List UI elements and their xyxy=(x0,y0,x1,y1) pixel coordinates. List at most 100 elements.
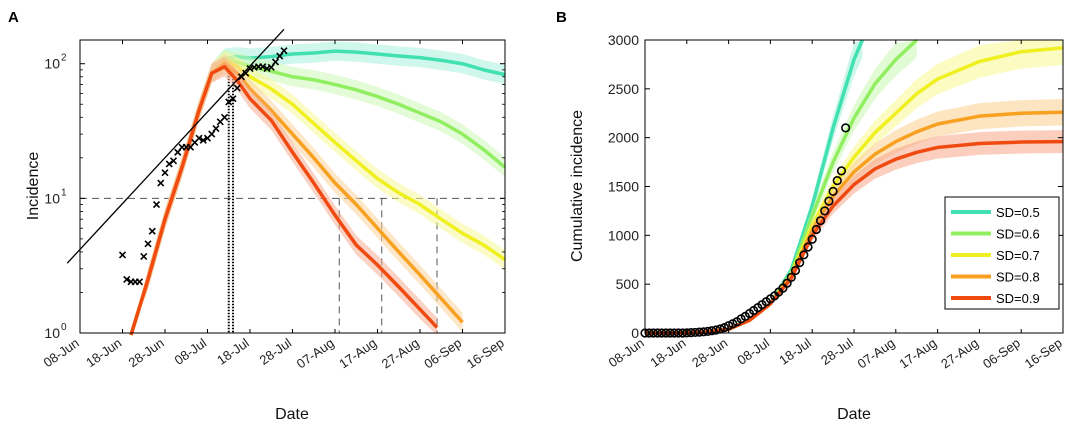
observed-circle xyxy=(790,265,801,276)
observed-cross xyxy=(199,136,207,144)
a-line-SD=0.9 xyxy=(129,64,439,336)
panel-a-x-label: Date xyxy=(275,406,309,423)
x-tick-label: 28-Jul xyxy=(818,335,856,368)
y-tick-label: 0 xyxy=(631,325,639,341)
observed-circle xyxy=(782,278,792,288)
x-tick-label: 18-Jun xyxy=(83,335,124,370)
x-tick-label: 17-Aug xyxy=(896,335,939,371)
observed-circle xyxy=(832,176,842,186)
observed-circle xyxy=(841,123,851,133)
observed-cross xyxy=(135,278,144,286)
x-tick-label: 07-Aug xyxy=(294,335,337,371)
observed-cross xyxy=(144,240,152,248)
observed-circle xyxy=(786,272,796,282)
y-tick-label: 1000 xyxy=(608,227,639,243)
observed-cross xyxy=(276,52,284,60)
observed-cross xyxy=(220,113,229,121)
observed-circle xyxy=(795,258,805,268)
x-tick-label: 18-Jun xyxy=(647,335,688,370)
observed-circle xyxy=(824,196,834,206)
y-tick-label: 3000 xyxy=(608,32,639,48)
observed-cross xyxy=(140,252,148,261)
panel-a-observed xyxy=(118,47,288,286)
observed-circle xyxy=(811,224,821,235)
panel-b-legend: SD=0.5 SD=0.6 SD=0.7 SD=0.8 SD=0.9 xyxy=(944,196,1060,310)
x-tick-label: 27-Aug xyxy=(379,335,422,371)
observed-circle xyxy=(807,234,817,244)
panel-b: 08-Jun 18-Jun 28-Jun 08-Jul 18-Jul 28-Jul07-A… xyxy=(569,32,1065,423)
x-tick-label: 28-Jul xyxy=(257,335,295,368)
x-tick-label: 16-Sep xyxy=(1022,335,1065,371)
observed-cross xyxy=(280,47,288,55)
x-tick-label: 07-Aug xyxy=(855,335,898,371)
observed-circle xyxy=(836,166,847,176)
observed-cross xyxy=(161,169,169,177)
panel-b-letter: B xyxy=(556,9,567,26)
observed-circle xyxy=(799,250,809,260)
observed-cross xyxy=(169,157,178,165)
observed-circle xyxy=(711,325,721,335)
observed-circle xyxy=(694,327,704,337)
observed-circle xyxy=(815,216,826,226)
observed-cross xyxy=(229,95,237,103)
panel-a-reference-lines xyxy=(80,63,505,333)
panel-b-y-label: Cumulative incidence xyxy=(569,110,586,262)
x-tick-label: 28-Jun xyxy=(126,335,167,370)
x-tick-label: 06-Sep xyxy=(980,335,1023,371)
x-tick-label: 17-Aug xyxy=(336,335,379,371)
observed-cross xyxy=(148,227,156,235)
legend-label: SD=0.7 xyxy=(996,248,1040,263)
y-tick-label: 2000 xyxy=(608,130,639,146)
observed-circle xyxy=(820,206,830,216)
observed-cross xyxy=(233,84,241,92)
x-tick-label: 18-Jul xyxy=(214,335,252,368)
b-band-SD=0.8 xyxy=(645,99,1063,334)
x-tick-label: 08-Jul xyxy=(735,335,773,368)
legend-label: SD=0.8 xyxy=(996,270,1040,285)
x-tick-label: 28-Jun xyxy=(689,335,730,370)
observed-circle xyxy=(703,326,713,336)
observed-cross xyxy=(259,63,267,71)
x-tick-label: 08-Jun xyxy=(606,335,647,370)
panel-b-x-label: Date xyxy=(837,406,871,423)
observed-circle xyxy=(828,186,838,196)
trend-line xyxy=(66,28,285,264)
panel-a-letter: A xyxy=(8,9,19,26)
panel-a: 08-Jun 18-Jun 28-Jun 08-Jul 18-Jul 28-Jul 07-A… xyxy=(25,28,507,423)
panel-a-trend xyxy=(66,28,285,264)
panel-b-observed xyxy=(640,123,851,338)
y-tick-exponent: 2 xyxy=(61,53,67,64)
panel-a-y-label: Incidence xyxy=(25,152,42,221)
x-tick-label: 27-Aug xyxy=(938,335,981,371)
legend-label: SD=0.5 xyxy=(996,205,1040,220)
x-tick-label: 06-Sep xyxy=(421,335,464,371)
y-tick-label: 2500 xyxy=(608,81,639,97)
b-band-SD=0.9 xyxy=(645,130,1063,333)
observed-cross xyxy=(271,58,280,66)
x-tick-label: 18-Jul xyxy=(776,335,814,368)
y-tick-label: 1500 xyxy=(608,179,639,195)
observed-cross xyxy=(157,179,165,187)
observed-cross xyxy=(152,200,161,209)
x-tick-label: 08-Jul xyxy=(172,335,210,368)
panel-a-series xyxy=(129,41,507,336)
observed-circle xyxy=(707,326,717,336)
legend-label: SD=0.6 xyxy=(996,227,1040,242)
observed-cross xyxy=(123,275,131,283)
panel-b-y-ticks: 0 500 1000 1500 2000 2500 3000 xyxy=(608,32,1063,341)
a-band-SD=0.5 xyxy=(131,41,505,336)
y-tick-exponent: 1 xyxy=(61,187,67,198)
observed-circle xyxy=(803,242,813,252)
legend-label: SD=0.9 xyxy=(996,291,1040,306)
y-tick-label: 10 xyxy=(44,190,60,206)
observed-cross xyxy=(212,124,220,133)
observed-circle xyxy=(698,327,709,337)
observed-cross xyxy=(118,251,127,259)
y-tick-label: 500 xyxy=(616,276,640,292)
y-tick-exponent: 0 xyxy=(61,322,67,333)
observed-cross xyxy=(208,130,216,138)
y-tick-label: 10 xyxy=(44,325,60,341)
x-tick-label: 16-Sep xyxy=(464,335,507,371)
